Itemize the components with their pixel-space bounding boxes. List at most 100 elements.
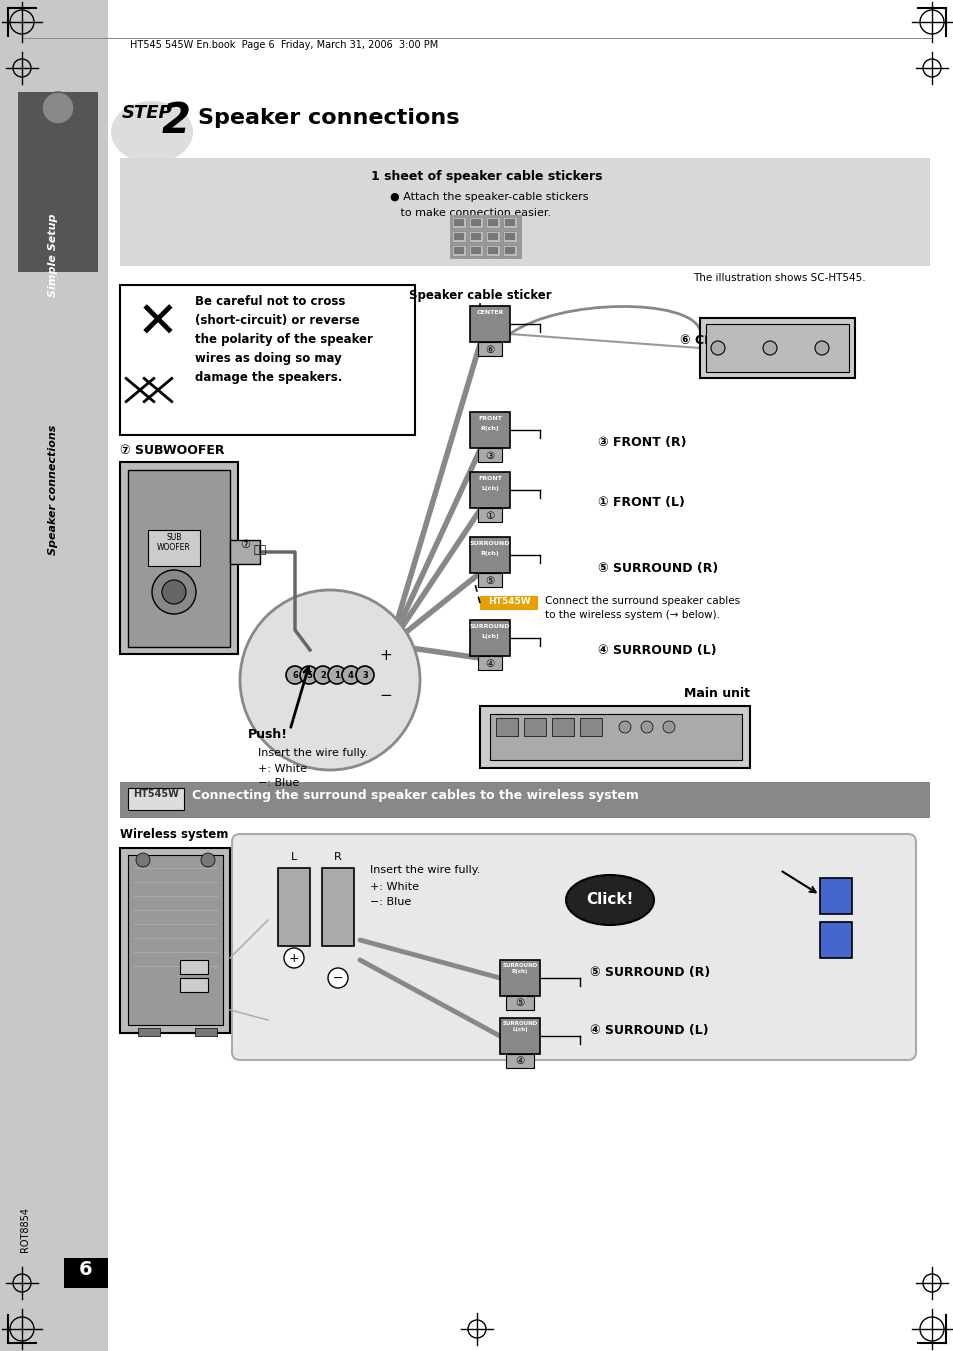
Bar — [469, 218, 482, 228]
Circle shape — [662, 721, 675, 734]
Ellipse shape — [111, 101, 193, 163]
Text: ⑤ SURROUND (R): ⑤ SURROUND (R) — [589, 966, 709, 979]
Text: Click!: Click! — [586, 893, 633, 908]
Bar — [128, 788, 184, 811]
Text: Wireless system: Wireless system — [120, 828, 228, 842]
Text: FRONT: FRONT — [477, 476, 501, 481]
Bar — [18, 92, 98, 272]
Text: Speaker cable sticker: Speaker cable sticker — [408, 289, 551, 303]
Circle shape — [42, 92, 74, 124]
Text: ⑥ CENTER: ⑥ CENTER — [679, 334, 749, 347]
Bar — [64, 1258, 108, 1288]
Circle shape — [618, 721, 630, 734]
Text: −: − — [379, 688, 392, 703]
Text: 4: 4 — [348, 670, 354, 680]
Text: SURROUND: SURROUND — [469, 540, 510, 546]
Circle shape — [328, 666, 346, 684]
Bar — [138, 1028, 160, 1036]
Text: ① FRONT (L): ① FRONT (L) — [598, 496, 684, 509]
Text: Be careful not to cross
(short-circuit) or reverse
the polarity of the speaker
w: Be careful not to cross (short-circuit) … — [194, 295, 373, 384]
Circle shape — [201, 852, 214, 867]
Text: R(ch): R(ch) — [480, 551, 498, 557]
Bar — [322, 867, 354, 946]
Bar — [180, 978, 208, 992]
Bar — [479, 596, 537, 611]
Text: SURROUND
L(ch): SURROUND L(ch) — [502, 1021, 537, 1032]
Text: ③: ③ — [485, 451, 494, 461]
Text: ④ SURROUND (L): ④ SURROUND (L) — [598, 644, 716, 657]
Bar — [502, 245, 517, 255]
Bar — [194, 1028, 216, 1036]
Text: SURROUND
R(ch): SURROUND R(ch) — [502, 963, 537, 974]
Text: +: White: +: White — [370, 882, 418, 892]
FancyBboxPatch shape — [232, 834, 915, 1061]
Bar — [120, 158, 929, 266]
Bar — [148, 530, 200, 566]
Bar — [128, 855, 223, 1025]
Bar — [469, 231, 482, 242]
Bar — [454, 247, 463, 254]
Bar — [477, 508, 501, 521]
Text: R: R — [334, 852, 341, 862]
Bar — [120, 848, 230, 1034]
Bar — [488, 232, 497, 240]
Text: ④: ④ — [515, 1056, 524, 1066]
Text: CENTER: CENTER — [476, 309, 503, 315]
Bar — [496, 717, 517, 736]
Bar — [502, 231, 517, 242]
Bar — [120, 782, 929, 817]
Bar — [700, 317, 854, 378]
Bar — [180, 961, 208, 974]
Text: SURROUND: SURROUND — [469, 624, 510, 630]
Bar — [488, 219, 497, 226]
Bar — [470, 305, 510, 342]
Bar — [0, 0, 108, 1351]
Bar — [499, 1019, 539, 1054]
Bar — [505, 996, 534, 1011]
Circle shape — [240, 590, 419, 770]
Text: ⑤: ⑤ — [515, 998, 524, 1008]
Bar — [470, 536, 510, 573]
Circle shape — [162, 580, 186, 604]
Bar — [477, 573, 501, 586]
Circle shape — [762, 340, 776, 355]
Bar — [499, 961, 539, 996]
Bar — [579, 717, 601, 736]
Text: ⑦ SUBWOOFER: ⑦ SUBWOOFER — [120, 444, 224, 457]
Text: HT545W: HT545W — [132, 789, 179, 798]
Text: ✕: ✕ — [137, 300, 179, 349]
Bar — [477, 449, 501, 462]
Bar — [477, 342, 501, 357]
Text: 5: 5 — [306, 670, 312, 680]
Circle shape — [328, 969, 348, 988]
Bar — [471, 232, 480, 240]
Bar — [820, 878, 851, 915]
Circle shape — [152, 570, 195, 613]
Text: 〉〉: 〉〉 — [253, 544, 266, 555]
Text: Simple Setup: Simple Setup — [48, 213, 58, 297]
Text: L(ch): L(ch) — [480, 634, 498, 639]
Text: 1: 1 — [334, 670, 339, 680]
Text: ④: ④ — [485, 659, 494, 669]
Text: Push!: Push! — [248, 728, 288, 740]
Ellipse shape — [565, 875, 654, 925]
Bar — [120, 462, 237, 654]
Circle shape — [814, 340, 828, 355]
Text: The illustration shows SC-HT545.: The illustration shows SC-HT545. — [693, 273, 865, 282]
Bar — [705, 324, 848, 372]
Circle shape — [710, 340, 724, 355]
Bar — [504, 219, 515, 226]
Text: +: + — [379, 647, 392, 662]
Bar — [504, 247, 515, 254]
Bar — [470, 412, 510, 449]
Text: HT545W: HT545W — [487, 597, 530, 607]
Circle shape — [284, 948, 304, 969]
Text: 3: 3 — [362, 670, 368, 680]
Text: ⑥: ⑥ — [485, 345, 494, 355]
Bar — [452, 231, 465, 242]
Bar — [471, 247, 480, 254]
Text: Speaker connections: Speaker connections — [198, 108, 459, 128]
Text: 6: 6 — [292, 670, 297, 680]
Text: 2: 2 — [162, 100, 191, 142]
Circle shape — [314, 666, 332, 684]
